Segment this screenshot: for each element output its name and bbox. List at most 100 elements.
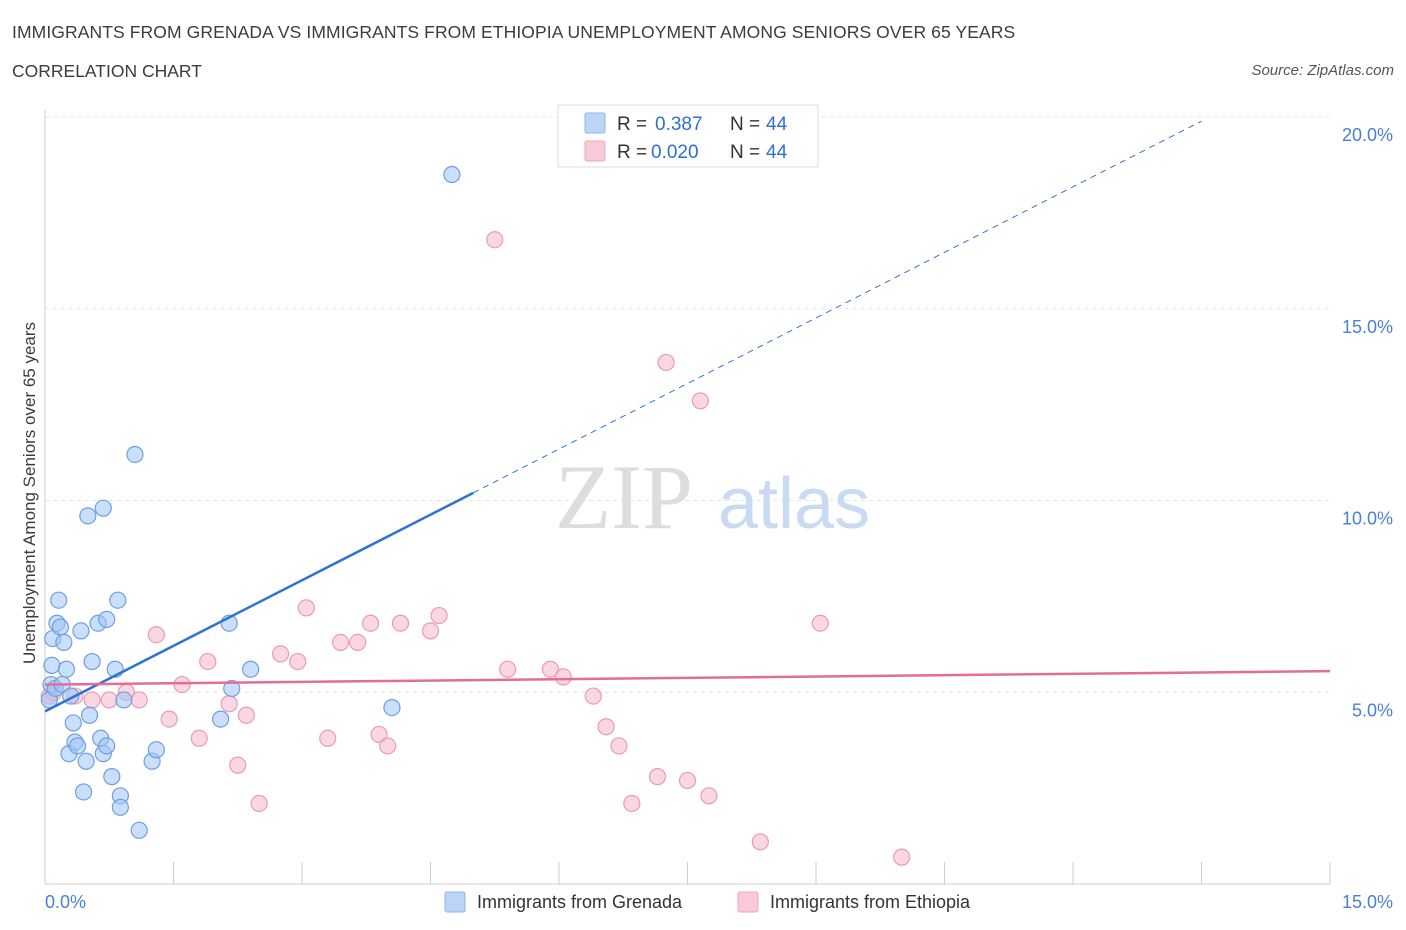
y-tick-label-0: 5.0% bbox=[1352, 700, 1393, 720]
series-ethiopia-points bbox=[40, 231, 911, 866]
ethiopia-point-33 bbox=[610, 737, 628, 755]
stats-legend: R = 0.387 N = 44 R = 0.020 N = 44 bbox=[557, 104, 819, 168]
series-grenada-points bbox=[40, 165, 461, 839]
ethiopia-point-7 bbox=[160, 710, 178, 728]
x-axis-ticks bbox=[44, 862, 1331, 884]
grenada-point-17 bbox=[74, 783, 93, 801]
series-legend: Immigrants from Grenada Immigrants from … bbox=[444, 891, 971, 913]
grenada-point-2 bbox=[43, 656, 61, 675]
ethiopia-point-34 bbox=[623, 794, 641, 813]
ethiopia-point-21 bbox=[361, 614, 380, 632]
ethiopia-point-29 bbox=[541, 660, 560, 678]
ethiopia-point-11 bbox=[220, 695, 238, 713]
legend-r-label-ethiopia: R = bbox=[617, 142, 647, 163]
ethiopia-point-13 bbox=[237, 706, 255, 724]
ethiopia-point-38 bbox=[691, 392, 709, 410]
grenada-point-13 bbox=[64, 714, 82, 732]
ethiopia-point-16 bbox=[289, 652, 307, 671]
ethiopia-point-40 bbox=[751, 833, 769, 851]
bottom-legend-swatch-grenada bbox=[444, 891, 466, 913]
ethiopia-point-28 bbox=[499, 660, 517, 678]
ethiopia-point-42 bbox=[893, 848, 911, 866]
bottom-legend-label-grenada: Immigrants from Grenada bbox=[477, 892, 683, 912]
ethiopia-point-41 bbox=[811, 614, 829, 632]
grenada-point-42 bbox=[383, 698, 401, 717]
legend-r-label-grenada: R = bbox=[617, 114, 647, 135]
legend-swatch-grenada bbox=[584, 112, 606, 134]
ethiopia-point-30 bbox=[554, 668, 572, 686]
ethiopia-point-35 bbox=[648, 768, 667, 786]
y-tick-label-2: 15.0% bbox=[1342, 317, 1393, 337]
grenada-point-6 bbox=[50, 591, 68, 609]
grenada-point-24 bbox=[94, 499, 112, 517]
ethiopia-point-27 bbox=[486, 231, 504, 249]
legend-n-label-grenada: N = bbox=[730, 114, 760, 135]
ethiopia-point-19 bbox=[331, 633, 350, 651]
watermark-atlas: atlas bbox=[718, 464, 870, 544]
grenada-point-15 bbox=[68, 737, 87, 755]
ethiopia-point-12 bbox=[229, 756, 247, 774]
ethiopia-point-3 bbox=[100, 691, 118, 709]
ethiopia-point-10 bbox=[199, 652, 217, 671]
grenada-point-7 bbox=[51, 618, 70, 636]
gridlines bbox=[45, 116, 1330, 693]
trend-lines bbox=[44, 120, 1331, 713]
grenada-point-30 bbox=[109, 591, 127, 609]
ethiopia-point-36 bbox=[657, 353, 675, 372]
ethiopia-point-23 bbox=[379, 737, 397, 755]
ethiopia-point-24 bbox=[391, 614, 410, 632]
legend-r-value-grenada: 0.387 bbox=[655, 114, 703, 135]
grenada-point-41 bbox=[242, 660, 260, 678]
ethiopia-point-20 bbox=[349, 633, 367, 651]
ethiopia-point-32 bbox=[597, 718, 615, 736]
grenada-point-38 bbox=[212, 710, 230, 728]
bottom-legend-swatch-ethiopia bbox=[737, 891, 759, 913]
grenada-point-27 bbox=[98, 610, 116, 628]
ethiopia-point-17 bbox=[297, 599, 315, 617]
grenada-trend-line bbox=[44, 491, 474, 713]
grenada-point-19 bbox=[79, 507, 97, 525]
ethiopia-point-15 bbox=[271, 645, 290, 663]
grenada-point-16 bbox=[72, 622, 90, 640]
ethiopia-point-14 bbox=[250, 794, 268, 813]
ethiopia-point-9 bbox=[190, 729, 208, 747]
y-tick-labels: 5.0% 10.0% 15.0% 20.0% bbox=[1342, 125, 1393, 720]
grenada-point-33 bbox=[115, 691, 133, 709]
legend-swatch-ethiopia bbox=[584, 140, 606, 162]
y-tick-label-3: 20.0% bbox=[1342, 125, 1393, 145]
grenada-point-34 bbox=[126, 445, 144, 464]
y-axis-label: Unemployment Among Seniors over 65 years bbox=[20, 322, 39, 664]
ethiopia-point-22 bbox=[370, 725, 388, 744]
grenada-trend-extension bbox=[473, 120, 1202, 494]
ethiopia-point-25 bbox=[421, 622, 440, 640]
chart-title: IMMIGRANTS FROM GRENADA VS IMMIGRANTS FR… bbox=[12, 22, 1016, 42]
grenada-point-9 bbox=[55, 633, 73, 651]
grenada-point-43 bbox=[443, 165, 461, 184]
ethiopia-point-5 bbox=[130, 691, 148, 709]
grenada-point-32 bbox=[111, 798, 129, 816]
grenada-point-21 bbox=[83, 652, 101, 671]
grenada-point-18 bbox=[77, 752, 95, 770]
legend-r-value-ethiopia: 0.020 bbox=[651, 142, 699, 163]
bottom-legend-label-ethiopia: Immigrants from Ethiopia bbox=[770, 892, 971, 912]
watermark-zip: ZIP bbox=[555, 446, 693, 548]
legend-n-value-grenada: 44 bbox=[766, 114, 788, 135]
grenada-point-28 bbox=[103, 768, 121, 786]
ethiopia-point-6 bbox=[147, 626, 165, 644]
legend-n-label-ethiopia: N = bbox=[730, 142, 760, 163]
ethiopia-trend-line bbox=[44, 669, 1331, 686]
grenada-point-35 bbox=[130, 821, 148, 839]
ethiopia-point-18 bbox=[319, 729, 337, 747]
ethiopia-point-26 bbox=[430, 606, 448, 625]
ethiopia-point-31 bbox=[584, 687, 602, 705]
ethiopia-point-8 bbox=[173, 675, 191, 694]
grenada-point-20 bbox=[80, 706, 99, 724]
source-credit: Source: ZipAtlas.com bbox=[1251, 62, 1394, 79]
grenada-point-10 bbox=[57, 660, 76, 678]
ethiopia-point-2 bbox=[83, 691, 101, 709]
ethiopia-point-39 bbox=[700, 787, 718, 805]
x-tick-label-min: 0.0% bbox=[45, 892, 86, 912]
x-tick-label-max: 15.0% bbox=[1342, 892, 1393, 912]
legend-n-value-ethiopia: 44 bbox=[766, 142, 788, 163]
